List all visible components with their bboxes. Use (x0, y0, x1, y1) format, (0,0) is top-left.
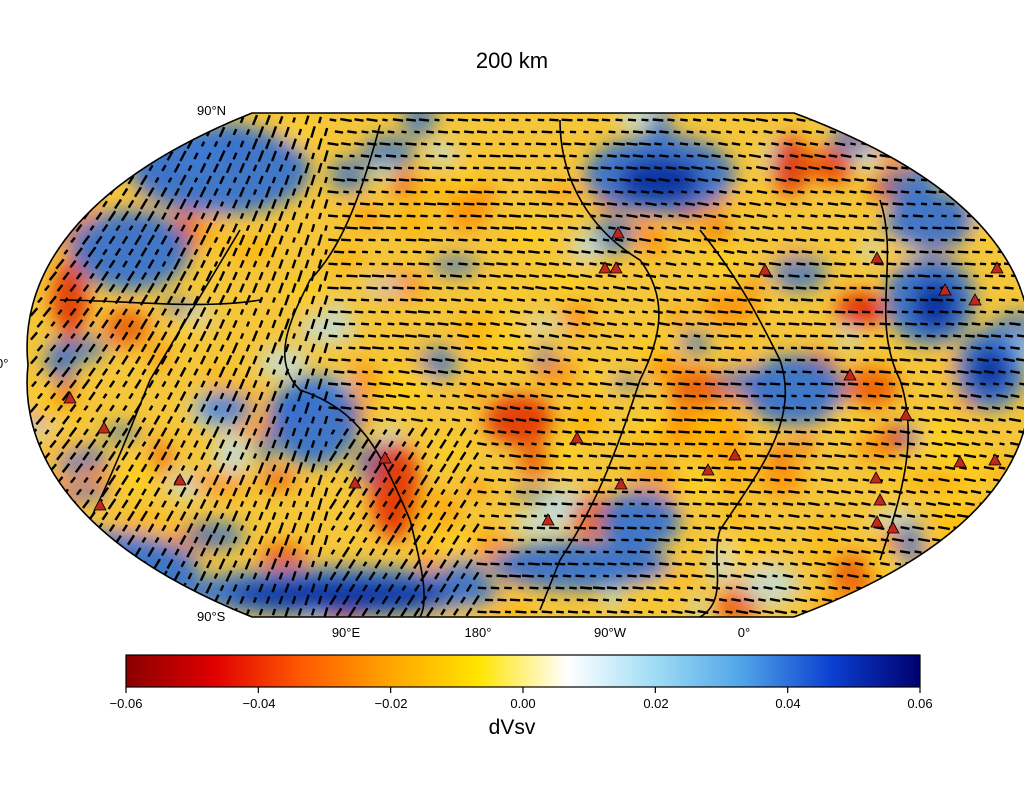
hotspot-marker (173, 473, 187, 486)
lat-label-0: 0° (0, 356, 9, 371)
hotspot-marker (598, 261, 612, 274)
hotspot-marker (843, 368, 857, 381)
hotspot-marker (541, 513, 555, 526)
hotspots (63, 226, 1004, 534)
hotspot-marker (348, 476, 362, 489)
hotspot-marker (63, 391, 77, 404)
hotspot-marker (870, 251, 884, 264)
hotspot-marker (701, 463, 715, 476)
hotspot-marker (97, 421, 111, 434)
hotspot-marker (886, 521, 900, 534)
lon-label-180: 180° (464, 625, 492, 640)
hotspot-marker (93, 498, 107, 511)
colorbar-tick: 0.02 (643, 696, 669, 711)
hotspot-marker (570, 431, 584, 444)
colorbar-gradient (125, 654, 921, 688)
hotspot-marker (611, 226, 625, 239)
hotspot-marker (953, 455, 967, 468)
hotspot-marker (988, 453, 1002, 466)
hotspot-marker (728, 448, 742, 461)
hotspot-marker (378, 451, 392, 464)
lon-label-90e: 90°E (331, 625, 361, 640)
lat-label-90s: 90°S (197, 609, 226, 624)
velocity-anomaly-field (27, 113, 1024, 617)
colorbar-tick: −0.06 (109, 696, 143, 711)
hotspot-marker (873, 493, 887, 506)
hotspot-marker (614, 477, 628, 490)
hotspot-marker (938, 283, 952, 296)
colorbar-tick: −0.02 (374, 696, 408, 711)
map-outline (26, 112, 1024, 618)
hotspot-marker (758, 263, 772, 276)
colorbar-tick: −0.04 (242, 696, 276, 711)
colorbar-tick: 0.00 (510, 696, 536, 711)
plate-boundaries (59, 119, 910, 617)
hotspot-marker (870, 515, 884, 528)
colorbar-tick: 0.04 (775, 696, 801, 711)
lon-label-0: 0° (737, 625, 751, 640)
colorbar-tick: 0.06 (907, 696, 933, 711)
hotspot-marker (609, 261, 623, 274)
lat-label-90n: 90°N (197, 103, 227, 118)
hotspot-marker (869, 471, 883, 484)
hotspot-marker (899, 408, 913, 421)
map-title: 200 km (475, 48, 549, 73)
hotspot-marker (990, 261, 1004, 274)
hotspot-marker (968, 293, 982, 306)
colorbar-title: dVsv (488, 716, 536, 739)
lon-label-90w: 90°W (594, 625, 626, 640)
